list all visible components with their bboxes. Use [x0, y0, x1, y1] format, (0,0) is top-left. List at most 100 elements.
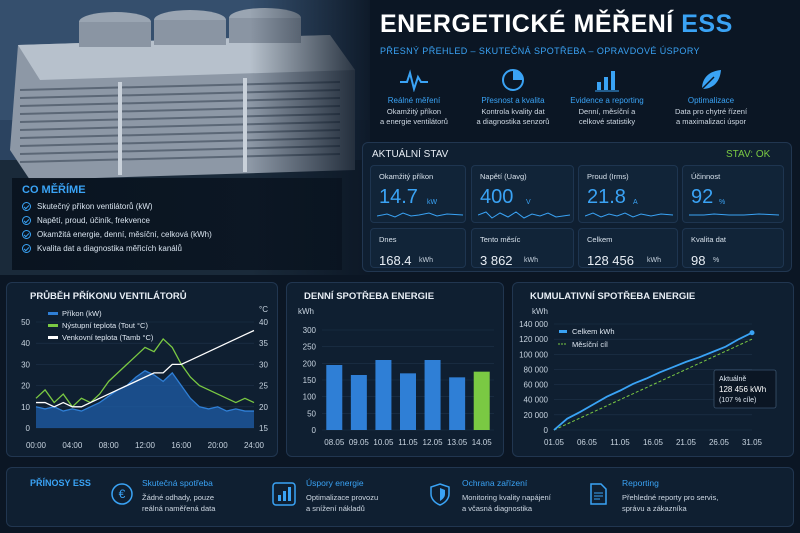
measured-title: CO MĚŘÍME [22, 184, 86, 196]
y-tick-label: 200 [303, 359, 317, 368]
y-tick-label: 0 [26, 424, 31, 433]
measured-item: Kvalita dat a diagnostika měřicích kanál… [22, 244, 332, 253]
legend-swatch [48, 312, 58, 315]
y-tick-label: 100 [303, 393, 317, 402]
legend-label: Měsíční cíl [572, 340, 608, 349]
measured-item: Napětí, proud, účiník, frekvence [22, 216, 332, 225]
benefit-reporting: Reporting Přehledné reporty pro servis, … [622, 478, 719, 513]
legend-label: Celkem kWh [572, 327, 615, 336]
y-tick-label: 120 000 [519, 335, 548, 344]
y-tick-label: 30 [21, 360, 30, 369]
benefits-title: PŘÍNOSY ESS [30, 478, 91, 488]
benefits-panel [6, 467, 794, 527]
metric-total: Celkem 128 456 kWh [578, 228, 678, 268]
x-tick-label: 08.05 [324, 438, 345, 447]
check-icon [22, 244, 31, 253]
annotation-text: Aktuálně [719, 376, 746, 383]
page-title: ENERGETICKÉ MĚŘENÍ ESS [380, 10, 733, 38]
shield-icon [428, 482, 452, 506]
x-tick-label: 04:00 [62, 441, 83, 450]
series-line [35, 370, 254, 412]
chart-daily-consumption: kWh 0 50 100 150 200 250 300 08.05 09.05 10.05 11.0… [298, 307, 494, 447]
metric-today: Dnes 168.4 kWh [370, 228, 466, 268]
series-line [36, 329, 255, 408]
measured-item: Okamžitá energie, denní, měsíční, celkov… [22, 230, 332, 239]
y-tick-label: 60 000 [524, 381, 549, 390]
legend-swatch [48, 336, 58, 339]
svg-text:€: € [119, 487, 126, 501]
x-tick-label: 12.05 [423, 438, 444, 447]
feature-reporting: Evidence a reporting Denní, měsíční a ce… [555, 66, 659, 127]
x-tick-label: 31.05 [742, 438, 763, 447]
bar [350, 375, 367, 430]
benefit-real-consumption: Skutečná spotřeba Žádné odhady, pouze re… [142, 478, 216, 513]
annotation-box [713, 369, 777, 409]
chart-title-power: PRŮBĚH PŘÍKONU VENTILÁTORŮ [30, 291, 187, 302]
x-tick-label: 13.05 [447, 438, 468, 447]
x-tick-label: 14.05 [472, 438, 493, 447]
metric-power: Okamžitý příkon 14.7 kW [370, 165, 466, 223]
bar [473, 371, 490, 430]
legend-swatch [559, 330, 567, 333]
y-tick-label: 250 [303, 343, 317, 352]
status-badge: STAV: OK [726, 149, 771, 160]
chart-title-cumulative: KUMULATIVNÍ SPOTŘEBA ENERGIE [530, 291, 696, 302]
bar [400, 373, 416, 430]
annotation-value: 128 456 kWh [719, 385, 766, 394]
euro-icon: € [110, 482, 134, 506]
y-tick-label: 20 [21, 382, 30, 391]
x-tick-label: 06.05 [577, 438, 598, 447]
bar [424, 360, 441, 430]
series-line-total [553, 331, 753, 431]
x-tick-label: 16:00 [171, 441, 192, 450]
x-tick-label: 08:00 [99, 441, 120, 450]
y-tick-label: 140 000 [519, 320, 548, 329]
check-icon [22, 216, 31, 225]
feature-real-measurement: Reálné měření Okamžitý příkon a energie … [362, 66, 466, 127]
x-tick-label: 21.05 [676, 438, 697, 447]
sparkline [689, 213, 779, 216]
bar [326, 365, 343, 430]
y-tick-label: 80 000 [524, 365, 549, 374]
status-title: AKTUÁLNÍ STAV [372, 149, 449, 160]
x-tick-label: 11.05 [398, 438, 418, 447]
x-tick-label: 10.05 [373, 438, 394, 447]
pie-icon [461, 66, 565, 94]
chart-cumulative-consumption: kWh 0 20 000 40 000 60 000 80 000 100 000 120 0… [519, 307, 777, 447]
page-subtitle: PŘESNÝ PŘEHLED – SKUTEČNÁ SPOTŘEBA – OPR… [380, 46, 700, 56]
annotation-text: (107 % cíle) [719, 397, 756, 404]
bars-icon [555, 66, 659, 94]
pulse-icon [362, 66, 466, 94]
y-tick-label: 40 [21, 339, 30, 348]
legend-label: Nýstupní teplota (Tout °C) [62, 321, 148, 330]
y2-tick-label: 25 [259, 382, 268, 391]
x-tick-label: 11.05 [610, 438, 630, 447]
y-tick-label: 300 [303, 326, 317, 335]
y-tick-label: 40 000 [524, 396, 549, 405]
y-tick-label: 150 [303, 376, 317, 385]
y-tick-label: 0 [544, 426, 549, 435]
document-icon [586, 482, 610, 506]
y2-tick-label: 30 [259, 360, 268, 369]
x-tick-label: 00:00 [26, 441, 47, 450]
y-tick-label: 50 [307, 409, 316, 418]
y-tick-label: 10 [21, 403, 30, 412]
chart-title-daily: DENNÍ SPOTŘEBA ENERGIE [304, 291, 435, 302]
y2-tick-label: 20 [259, 403, 268, 412]
benefit-equipment-protection: Ochrana zařízení Monitoring kvality napá… [462, 478, 551, 513]
legend-label: Venkovní teplota (Tamb °C) [62, 333, 154, 342]
series-line-target [553, 338, 753, 431]
bar [449, 377, 466, 430]
x-tick-label: 24:00 [244, 441, 265, 450]
metric-data-quality: Kvalita dat 98 % [682, 228, 784, 268]
y2-tick-label: 15 [259, 424, 268, 433]
metric-month: Tento měsíc 3 862 kWh [471, 228, 574, 268]
y-tick-label: 20 000 [524, 411, 549, 420]
leaf-icon [659, 66, 763, 94]
check-icon [22, 202, 31, 211]
endpoint-marker [749, 330, 755, 336]
y2-tick-label: 40 [259, 318, 268, 327]
x-tick-label: 26.05 [709, 438, 730, 447]
check-icon [22, 230, 31, 239]
y-tick-label: 50 [21, 318, 30, 327]
